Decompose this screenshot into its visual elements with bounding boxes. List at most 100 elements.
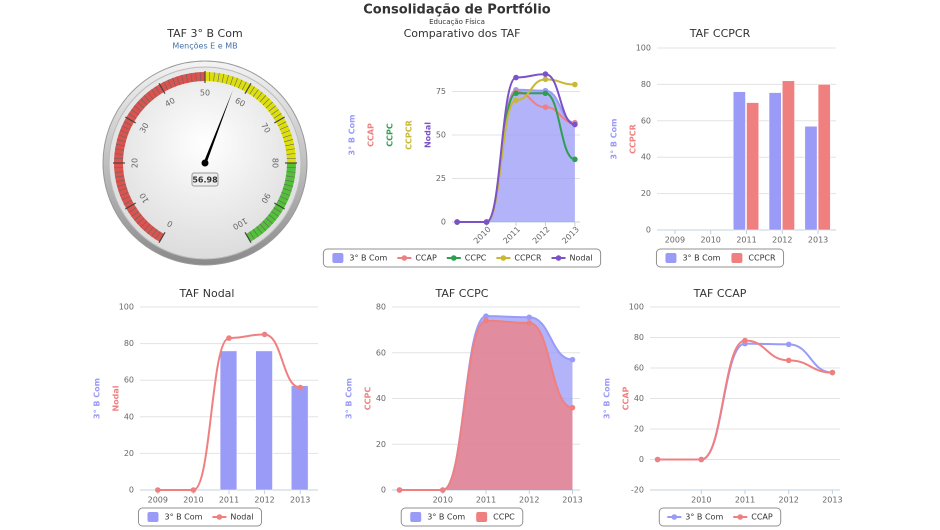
- y-axis-title: CCPCR: [629, 124, 638, 154]
- bar: [768, 92, 782, 231]
- marker: [454, 219, 460, 225]
- chart-title: TAF 3° B Com: [166, 27, 242, 40]
- gauge-tick: [273, 116, 285, 124]
- marker: [572, 121, 578, 128]
- gauge-minor-tick: [281, 130, 291, 134]
- legend-label: CCAP: [751, 513, 773, 522]
- legend-item: CCPC: [446, 254, 487, 263]
- gauge-minor-tick: [273, 207, 282, 213]
- y-tick-label: -20: [631, 486, 644, 495]
- legend-symbol: [476, 512, 488, 522]
- gauge-minor-tick: [190, 73, 193, 83]
- x-tick-label: 2011: [476, 496, 496, 505]
- x-tick-label: 2010: [183, 496, 203, 505]
- y-tick-label: 100: [119, 303, 134, 312]
- y-axis-title: CCPC: [386, 123, 395, 147]
- marker: [297, 384, 304, 391]
- gauge-minor-tick: [259, 223, 267, 231]
- y-tick-label: 40: [124, 412, 134, 421]
- bar: [219, 350, 238, 491]
- gauge-subtitle: Menções E e MB: [172, 42, 237, 51]
- gauge-minor-tick: [119, 192, 129, 196]
- marker: [226, 335, 232, 341]
- gauge-minor-tick: [137, 217, 145, 225]
- y-axis-title: CCPCR: [405, 120, 414, 150]
- x-tick-label: 2011: [735, 496, 755, 505]
- gauge-minor-tick: [140, 98, 148, 106]
- gauge-minor-tick: [284, 139, 293, 143]
- x-tick-label: 2009: [665, 236, 685, 245]
- gauge-minor-tick: [284, 183, 293, 187]
- gauge-minor-tick: [285, 175, 295, 178]
- x-tick-label: 2011: [501, 225, 522, 246]
- gauge-minor-tick: [271, 210, 279, 217]
- gauge-tick-label: 60: [233, 96, 246, 109]
- marker: [439, 487, 446, 493]
- x-tick-label: 2010: [701, 236, 721, 245]
- gauge-tick-label: 90: [259, 191, 272, 204]
- gauge-minor-tick: [115, 148, 125, 151]
- marker: [572, 156, 578, 163]
- gauge-minor-tick: [252, 229, 259, 237]
- gauge-minor-tick: [285, 179, 295, 183]
- gauge-minor-tick: [134, 214, 142, 221]
- gauge-minor-tick: [271, 109, 279, 116]
- y-tick-label: 100: [629, 303, 644, 312]
- legend-label: CCPC: [493, 513, 515, 522]
- gauge-tick: [244, 231, 252, 243]
- chart-title: TAF CCPC: [435, 287, 489, 300]
- gauge-minor-tick: [176, 76, 180, 86]
- gauge-minor-tick: [131, 109, 139, 116]
- legend-item: 3° B Com: [665, 253, 721, 263]
- marker: [542, 104, 549, 110]
- y-tick-label: 75: [436, 87, 446, 96]
- marker: [785, 357, 792, 364]
- legend-symbol: [216, 514, 223, 520]
- y-axis-title: 3° B Com: [93, 378, 102, 419]
- gauge-minor-tick: [286, 153, 296, 155]
- y-tick-label: 40: [634, 394, 644, 403]
- legend-item: Nodal: [212, 513, 254, 522]
- legend-label: CCPCR: [748, 254, 776, 263]
- legend-item: CCAP: [733, 513, 773, 522]
- gauge-tick-label: 10: [138, 191, 151, 204]
- y-tick-label: 0: [639, 455, 644, 464]
- legend: 3° B Com CCAP: [658, 507, 782, 527]
- marker: [513, 74, 519, 81]
- marker: [483, 313, 489, 319]
- gauge-minor-tick: [286, 171, 296, 173]
- gauge-tick: [244, 83, 252, 95]
- page-subtitle: Educação Física: [429, 18, 485, 26]
- legend-item: Nodal: [551, 254, 593, 263]
- marker: [742, 337, 748, 344]
- gauge-pivot: [201, 159, 209, 167]
- chart-title: TAF CCAP: [693, 287, 747, 300]
- gauge-minor-tick: [128, 207, 137, 213]
- y-axis-title: 3° B Com: [345, 378, 354, 419]
- gauge-minor-tick: [252, 89, 259, 97]
- y-tick-label: 0: [381, 486, 386, 495]
- legend: 3° B Com CCPC: [400, 507, 524, 527]
- marker: [785, 341, 792, 348]
- gauge-value: 56.98: [192, 176, 218, 185]
- x-tick-label: 2013: [562, 496, 582, 505]
- y-tick-label: 60: [641, 116, 651, 125]
- x-tick-label: 2011: [219, 496, 239, 505]
- gauge-tick-label: 80: [271, 158, 280, 168]
- gauge-tick-label: 30: [138, 121, 151, 134]
- x-tick-label: 2013: [822, 496, 842, 505]
- bar: [255, 350, 273, 491]
- legend-symbol: [671, 514, 678, 520]
- gauge-minor-tick: [230, 76, 234, 86]
- legend-item: 3° B Com: [147, 512, 203, 522]
- marker: [155, 487, 161, 493]
- gauge-minor-tick: [121, 125, 131, 130]
- y-tick-label: 60: [124, 376, 134, 385]
- gauge-tick: [273, 202, 285, 210]
- gauge-minor-tick: [163, 81, 169, 91]
- legend-item: CCPCR: [731, 253, 776, 263]
- x-tick-label: 2012: [254, 496, 274, 505]
- legend: 3° B Com CCPCR: [655, 248, 785, 268]
- x-tick-label: 2011: [736, 236, 756, 245]
